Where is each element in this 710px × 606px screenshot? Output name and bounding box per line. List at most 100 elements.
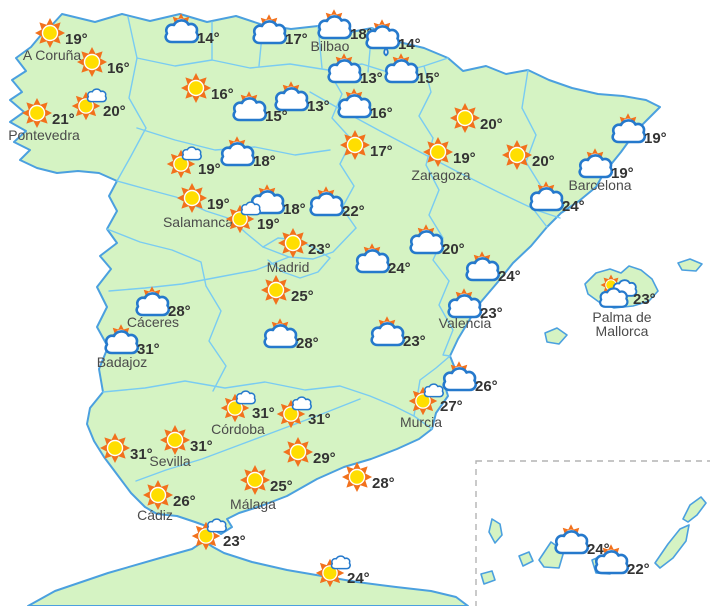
weather-station: 16° xyxy=(181,73,234,103)
sun-icon xyxy=(177,183,207,213)
temperature-label: 26° xyxy=(475,378,498,395)
city-label: Barcelona xyxy=(568,177,631,193)
city-label: A Coruña xyxy=(23,47,82,63)
weather-station: 15° xyxy=(234,91,288,125)
sun-icon xyxy=(143,480,173,510)
weather-station: 16° xyxy=(77,47,130,77)
temperature-label: 18° xyxy=(283,201,306,218)
weather-station: 13° xyxy=(329,53,383,87)
weather-station: 23°Madrid xyxy=(267,228,331,275)
weather-station: 23° xyxy=(192,519,246,550)
city-label: Badajoz xyxy=(97,354,148,370)
weather-station: 24° xyxy=(316,556,370,587)
weather-station: 26° xyxy=(444,361,498,395)
weather-station: 19°Barcelona xyxy=(568,148,634,193)
weather-station: 20° xyxy=(411,224,465,258)
weather-station: 24° xyxy=(556,524,610,558)
weather-station: 17° xyxy=(340,130,393,160)
temperature-label: 19° xyxy=(257,216,280,233)
weather-station: 17° xyxy=(254,14,308,48)
temperature-label: 28° xyxy=(372,475,395,492)
temperature-label: 31° xyxy=(137,341,160,358)
sun-icon xyxy=(502,140,532,170)
temperature-label: 31° xyxy=(130,446,153,463)
temperature-label: 26° xyxy=(173,493,196,510)
city-label: Salamanca xyxy=(163,214,233,230)
weather-station: 31°Córdoba xyxy=(211,391,275,437)
weather-station: 19° xyxy=(226,202,280,233)
weather-station: 27°Murcia xyxy=(400,384,463,430)
sun-icon xyxy=(100,433,130,463)
temperature-label: 19° xyxy=(198,161,221,178)
weather-station: 23° xyxy=(372,316,426,350)
weather-station: 28° xyxy=(265,318,319,352)
canary-inset-frame xyxy=(475,460,710,606)
temperature-label: 16° xyxy=(211,86,234,103)
weather-station: 18° xyxy=(222,136,276,170)
weather-station: 15° xyxy=(386,53,440,87)
weather-station: 13° xyxy=(276,81,330,115)
temperature-label: 19° xyxy=(65,31,88,48)
temperature-label: 31° xyxy=(190,438,213,455)
temperature-label: 21° xyxy=(52,111,75,128)
weather-station: 28° xyxy=(342,462,395,492)
sun-icon xyxy=(22,98,52,128)
sun-icon xyxy=(77,47,107,77)
city-label: Cáceres xyxy=(127,314,179,330)
north-africa-coast xyxy=(27,540,469,606)
fuerteventura-island xyxy=(654,524,690,569)
temperature-label: 31° xyxy=(252,405,275,422)
city-label: Bilbao xyxy=(311,38,350,54)
weather-station: 22° xyxy=(311,186,365,220)
weather-station: 19° xyxy=(167,147,221,178)
temperature-label: 23° xyxy=(308,241,331,258)
temperature-label: 13° xyxy=(307,98,330,115)
sun-icon xyxy=(340,130,370,160)
city-label: Valencia xyxy=(439,315,492,331)
temperature-label: 24° xyxy=(347,570,370,587)
weather-station: 28°Cáceres xyxy=(127,286,191,330)
city-label: Zaragoza xyxy=(411,167,470,183)
temperature-label: 28° xyxy=(168,303,191,320)
city-label: Cádiz xyxy=(137,507,173,523)
city-label: Madrid xyxy=(267,259,310,275)
el-hierro-island xyxy=(480,570,496,585)
temperature-label: 24° xyxy=(498,268,521,285)
temperature-label: 17° xyxy=(285,31,308,48)
weather-station: 31° xyxy=(100,433,153,463)
temperature-label: 25° xyxy=(291,288,314,305)
temperature-label: 25° xyxy=(270,478,293,495)
city-label: Málaga xyxy=(230,496,276,512)
sun-icon xyxy=(160,425,190,455)
city-label: Córdoba xyxy=(211,421,265,437)
weather-station: 20° xyxy=(502,140,555,170)
weather-station: 29° xyxy=(283,437,336,467)
weather-station: 24° xyxy=(357,243,411,277)
weather-station: 16° xyxy=(339,88,393,122)
ibiza-island xyxy=(544,327,568,345)
temperature-label: 20° xyxy=(103,103,126,120)
weather-station: 26°Cádiz xyxy=(137,480,196,523)
temperature-label: 23° xyxy=(633,291,656,308)
temperature-label: 15° xyxy=(265,108,288,125)
sun-icon xyxy=(278,228,308,258)
temperature-label: 27° xyxy=(440,398,463,415)
la-gomera-island xyxy=(518,551,534,567)
weather-station: 19° xyxy=(613,113,667,147)
temperature-label: 18° xyxy=(253,153,276,170)
weather-station: 24° xyxy=(467,251,521,285)
menorca-island xyxy=(677,258,703,272)
weather-station: 31°Badajoz xyxy=(97,324,160,370)
weather-station: 22° xyxy=(596,544,650,578)
temperature-label: 16° xyxy=(107,60,130,77)
sun-icon xyxy=(342,462,372,492)
la-palma-island xyxy=(488,518,503,544)
sun-icon xyxy=(181,73,211,103)
city-label: Murcia xyxy=(400,414,442,430)
sun-icon xyxy=(450,103,480,133)
temperature-label: 20° xyxy=(442,241,465,258)
sun-icon xyxy=(283,437,313,467)
cloud-sun-icon xyxy=(319,9,351,38)
temperature-label: 20° xyxy=(480,116,503,133)
